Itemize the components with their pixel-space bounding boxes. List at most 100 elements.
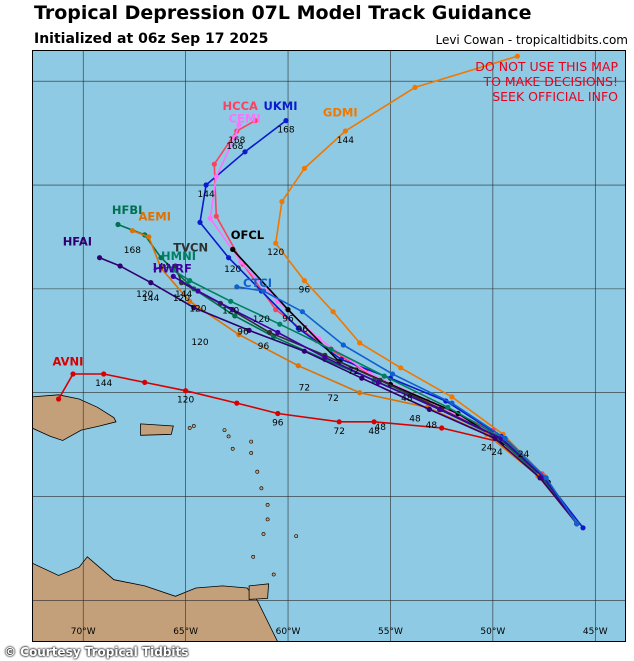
hour-label: 48	[368, 427, 380, 437]
warning-line-1: DO NOT USE THIS MAP	[475, 59, 618, 74]
author-credit: Levi Cowan - tropicaltidbits.com	[435, 33, 628, 47]
map-svg: 70°W65°W60°W55°W50°W45°W10°N15°N20°N25°N…	[32, 50, 626, 642]
track-point	[449, 394, 455, 400]
warning-text: DO NOT USE THIS MAP TO MAKE DECISIONS! S…	[475, 59, 618, 104]
track-point	[492, 435, 498, 441]
courtesy-label: © Courtesy Tropical Tidbits	[4, 645, 189, 659]
island	[265, 502, 270, 507]
hour-label: 96	[297, 325, 309, 335]
track-point	[381, 373, 387, 379]
track-point	[543, 475, 549, 481]
model-name-hfbi: HFBI	[112, 203, 143, 217]
track-point	[537, 475, 543, 481]
island	[251, 554, 256, 559]
track-point	[252, 118, 258, 124]
hour-label: 72	[333, 427, 344, 437]
island	[222, 428, 227, 433]
track-point	[236, 122, 242, 128]
track-point	[398, 365, 404, 371]
hour-label: 48	[426, 421, 438, 431]
track-point	[273, 307, 279, 313]
track-point	[158, 265, 164, 271]
track-point	[267, 329, 273, 336]
hour-labels: 4872961201449612014416814416816896120144…	[95, 126, 529, 460]
track-point	[328, 346, 334, 352]
model-name-tvcn: TVCN	[173, 241, 208, 255]
hour-label: 120	[177, 396, 194, 406]
track-point	[187, 278, 193, 284]
track-point	[330, 309, 336, 315]
track-point	[172, 263, 178, 269]
track-point	[514, 53, 520, 59]
track-point	[426, 406, 432, 412]
track-point	[226, 255, 232, 261]
track-point	[213, 213, 219, 219]
hour-label: 168	[228, 136, 245, 146]
hour-label: 168	[277, 126, 294, 136]
hour-label: 96	[258, 342, 270, 352]
track-point	[275, 410, 281, 417]
track-point	[295, 325, 301, 331]
hour-label: 120	[222, 306, 239, 316]
track-point	[158, 255, 164, 261]
model-name-ctci: CTCI	[243, 276, 272, 290]
island	[249, 439, 254, 444]
track-point	[301, 165, 307, 171]
track-point	[148, 280, 154, 286]
track-point	[203, 182, 209, 188]
model-name-hcca: HCCA	[223, 99, 259, 113]
model-name-cemi: CEMI	[229, 112, 261, 126]
track-point	[357, 390, 363, 396]
island	[259, 486, 264, 491]
track-point	[246, 327, 252, 333]
hour-label: 120	[136, 290, 153, 300]
track-point	[285, 307, 291, 313]
track-line	[117, 223, 578, 525]
hour-label: 144	[142, 294, 159, 304]
hour-label: 120	[173, 294, 190, 304]
track-point	[260, 288, 267, 294]
track-point	[56, 396, 62, 402]
track-gdmi	[273, 53, 580, 527]
lon-tick-label: 65°W	[173, 627, 198, 637]
track-point	[301, 348, 307, 354]
track-point	[232, 134, 238, 140]
island	[249, 451, 254, 455]
hour-label: 120	[189, 304, 206, 314]
init-time: Initialized at 06z Sep 17 2025	[34, 31, 269, 47]
track-point	[101, 371, 107, 377]
track-point	[117, 263, 123, 269]
tracks-layer	[56, 53, 586, 531]
track-point	[230, 246, 236, 252]
track-point	[574, 521, 580, 527]
lon-tick-label: 45°W	[583, 627, 608, 637]
hour-label: 144	[152, 263, 169, 273]
model-name-avni: AVNI	[53, 355, 84, 369]
model-name-hwrf: HWRF	[153, 261, 192, 275]
track-point	[412, 84, 418, 90]
track-point	[301, 278, 307, 284]
track-point	[207, 215, 213, 221]
land-venezuela	[32, 556, 279, 642]
lon-tick-label: 55°W	[378, 627, 403, 637]
track-point	[234, 284, 240, 290]
track-point	[129, 228, 135, 234]
track-point	[234, 400, 240, 406]
island	[191, 424, 196, 428]
hour-label: 24	[481, 444, 493, 454]
hour-label: 144	[175, 290, 192, 300]
land-hispaniola	[32, 394, 117, 441]
track-point	[449, 400, 455, 406]
hour-label: 72	[299, 384, 310, 394]
map-frame	[32, 50, 626, 642]
warning-line-2: TO MAKE DECISIONS!	[482, 74, 618, 89]
island	[294, 534, 299, 539]
model-name-ofcl: OFCL	[231, 228, 265, 242]
track-line	[172, 275, 578, 525]
track-point	[228, 298, 234, 304]
track-point	[283, 118, 289, 124]
track-point	[299, 309, 305, 315]
track-point	[357, 340, 363, 346]
track-point	[580, 525, 586, 531]
track-point	[197, 219, 203, 225]
